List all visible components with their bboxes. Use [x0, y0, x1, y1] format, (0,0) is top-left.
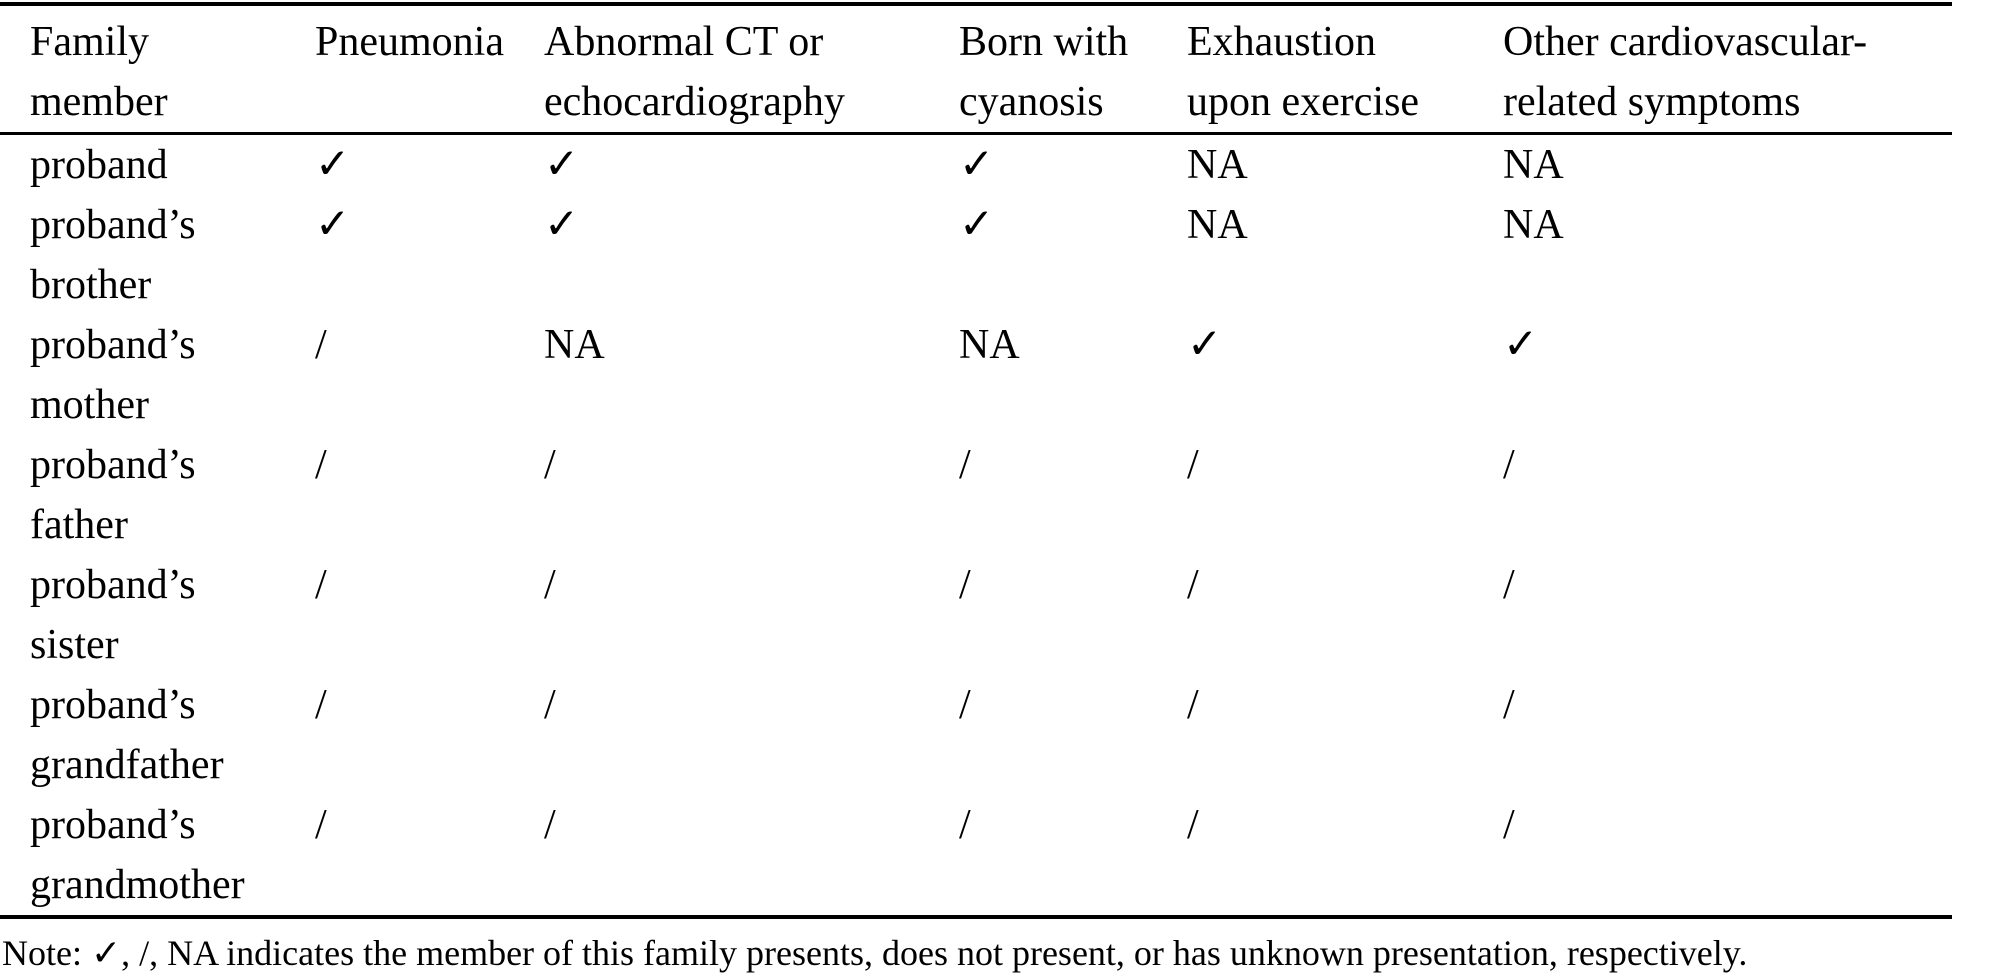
family-member-cell: proband’s sister: [30, 562, 196, 668]
symptom-value-cell: /: [1503, 802, 1515, 848]
symptom-value-cell: /: [1187, 682, 1199, 728]
symptom-value-cell: /: [1503, 682, 1515, 728]
symptom-value-cell: /: [315, 322, 327, 368]
symptom-value-cell: ✓: [1187, 322, 1223, 368]
symptom-value-cell: NA: [1187, 142, 1248, 188]
symptom-value-cell: ✓: [315, 202, 351, 248]
column-header-other-symptoms: Other cardiovascular-related symptoms: [1503, 4, 1952, 135]
table-row-grandfather: proband’s grandfather / / / / /: [0, 675, 1952, 795]
symptom-value-cell: /: [1187, 802, 1199, 848]
symptom-value-cell: /: [959, 682, 971, 728]
table-row-proband: proband ✓ ✓ ✓ NA NA: [0, 134, 1952, 196]
symptom-value-cell: /: [544, 562, 556, 608]
symptom-value-cell: /: [544, 682, 556, 728]
symptom-value-cell: /: [544, 802, 556, 848]
symptom-value-cell: /: [1503, 442, 1515, 488]
family-member-cell: proband’s brother: [30, 202, 196, 308]
family-member-cell: proband’s grandfather: [30, 682, 224, 788]
symptom-value-cell: /: [1503, 562, 1515, 608]
family-member-cell: proband: [30, 142, 168, 188]
table-row-grandmother: proband’s grandmother / / / / /: [0, 795, 1952, 917]
symptom-value-cell: NA: [959, 322, 1020, 368]
family-member-cell: proband’s father: [30, 442, 196, 548]
table-row-sister: proband’s sister / / / / /: [0, 555, 1952, 675]
symptom-value-cell: /: [1187, 562, 1199, 608]
column-header-exhaustion: Exhaustion upon exercise: [1187, 4, 1503, 135]
table-row-brother: proband’s brother ✓ ✓ ✓ NA NA: [0, 195, 1952, 315]
table-header: Family member Pneumonia Abnormal CT or e…: [0, 4, 1952, 135]
table-body: proband ✓ ✓ ✓ NA NA proband’s brother ✓ …: [0, 134, 1952, 918]
family-member-cell: proband’s grandmother: [30, 802, 245, 908]
symptom-value-cell: /: [959, 802, 971, 848]
symptom-value-cell: NA: [1503, 142, 1564, 188]
symptom-value-cell: /: [315, 442, 327, 488]
symptom-value-cell: /: [544, 442, 556, 488]
header-row: Family member Pneumonia Abnormal CT or e…: [0, 4, 1952, 135]
symptom-value-cell: ✓: [959, 202, 995, 248]
symptom-value-cell: /: [315, 562, 327, 608]
family-symptoms-table: Family member Pneumonia Abnormal CT or e…: [0, 2, 1952, 919]
symptom-value-cell: ✓: [959, 142, 995, 188]
symptom-value-cell: /: [315, 802, 327, 848]
table-row-mother: proband’s mother / NA NA ✓ ✓: [0, 315, 1952, 435]
column-header-born-with-cyanosis: Born with cyanosis: [959, 4, 1187, 135]
symptom-value-cell: ✓: [544, 142, 580, 188]
symptom-value-cell: /: [1187, 442, 1199, 488]
symptom-value-cell: ✓: [315, 142, 351, 188]
family-member-cell: proband’s mother: [30, 322, 196, 428]
table-footnote: Note: ✓, /, NA indicates the member of t…: [2, 933, 1748, 973]
column-header-pneumonia: Pneumonia: [315, 4, 544, 135]
symptom-value-cell: ✓: [1503, 322, 1539, 368]
symptom-value-cell: /: [315, 682, 327, 728]
column-header-abnormal-ct: Abnormal CT or echocardiography: [544, 4, 959, 135]
symptom-value-cell: /: [959, 442, 971, 488]
symptom-value-cell: /: [959, 562, 971, 608]
symptom-value-cell: NA: [1187, 202, 1248, 248]
column-header-family-member: Family member: [0, 4, 315, 135]
symptom-value-cell: ✓: [544, 202, 580, 248]
symptom-value-cell: NA: [544, 322, 605, 368]
table-row-father: proband’s father / / / / /: [0, 435, 1952, 555]
symptom-value-cell: NA: [1503, 202, 1564, 248]
